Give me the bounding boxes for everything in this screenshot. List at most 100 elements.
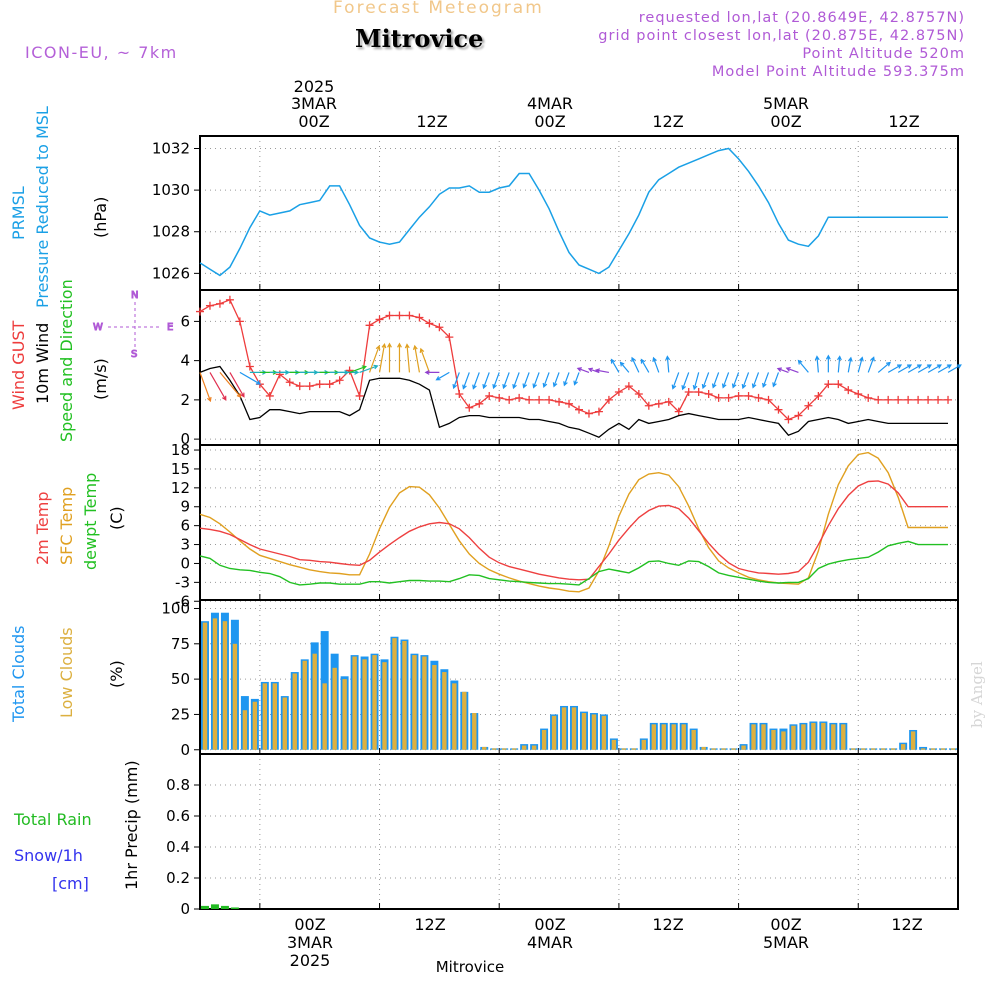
- low-cloud-bar: [482, 746, 487, 750]
- wind-direction-arrow: [482, 372, 490, 390]
- gust-marker: [475, 399, 484, 408]
- gust-marker: [724, 393, 733, 402]
- low-cloud-bar: [222, 621, 228, 750]
- wind-direction-arrow: [229, 372, 245, 398]
- dewpt-label: dewpt Temp: [81, 473, 100, 570]
- grid-point-coords: grid point closest lon,lat (20.875E, 42.…: [598, 28, 965, 44]
- gust-marker: [654, 399, 663, 408]
- y-tick-label: 75: [171, 635, 190, 653]
- wind-direction-label: Speed and Direction: [57, 279, 76, 442]
- gust-marker: [555, 397, 564, 406]
- low-cloud-bar: [641, 739, 647, 750]
- low-cloud-bar: [910, 731, 916, 750]
- y-tick-label: 4: [180, 352, 190, 370]
- low-cloud-bar: [831, 724, 836, 750]
- low-cloud-bar: [392, 638, 397, 750]
- low-cloud-bar: [472, 713, 477, 750]
- low-cloud-bar: [691, 729, 696, 750]
- low-cloud-bar: [711, 748, 716, 750]
- panel-3: 0 25 50 75 100: [161, 599, 959, 759]
- low-cloud-bar: [252, 701, 258, 750]
- top-hour-label: 00Z: [534, 112, 565, 131]
- cloud-panel-labels: Total Clouds Low Clouds (%): [9, 626, 126, 724]
- gust-marker: [644, 401, 653, 410]
- wind-direction-arrow: [640, 358, 650, 373]
- low-cloud-bar: [930, 748, 936, 750]
- wind-direction-arrow: [836, 355, 842, 373]
- wind-direction-arrow: [681, 372, 690, 391]
- wind-direction-arrow: [532, 372, 540, 389]
- low-cloud-bar: [312, 653, 317, 750]
- gust-marker: [604, 395, 613, 404]
- gust-label: Wind GUST: [9, 320, 28, 410]
- low-cloud-bar: [900, 744, 906, 750]
- compass-n: N: [131, 290, 138, 301]
- wind-direction-arrow: [825, 354, 831, 373]
- cloud-unit: (%): [107, 660, 126, 688]
- precip-ylabel: 1hr Precip (mm): [122, 760, 141, 890]
- wind-direction-arrow: [692, 372, 700, 391]
- y-tick-label: 0.2: [166, 869, 190, 887]
- wind-direction-arrow: [847, 356, 853, 373]
- y-tick-label: 100: [161, 599, 190, 617]
- gust-marker: [684, 388, 693, 397]
- wind-direction-arrow: [339, 369, 360, 375]
- wind-direction-arrow: [239, 371, 262, 385]
- wind-direction-arrow: [772, 372, 780, 388]
- wind-direction-arrow: [947, 364, 962, 373]
- wind-direction-arrow: [397, 342, 402, 373]
- wind-direction-arrow: [907, 364, 923, 373]
- bottom-date-label-1: 3MAR: [287, 933, 333, 952]
- panel-1: 0 2 4 6: [180, 289, 962, 448]
- chart-marks: 10261028103010320246-6-30369121518025507…: [152, 135, 962, 918]
- y-tick-label: 50: [171, 670, 190, 688]
- gust-marker: [375, 315, 384, 324]
- low-cloud-bar: [212, 618, 218, 750]
- wind-direction-arrow: [419, 347, 430, 373]
- low-cloud-bar: [282, 697, 287, 750]
- gust-marker: [235, 317, 244, 326]
- gust-marker: [225, 295, 234, 304]
- prmsl-label: PRMSL: [9, 186, 28, 240]
- y-tick-label: 18: [171, 441, 190, 459]
- wind-direction-arrow: [209, 372, 227, 401]
- wind-direction-arrow: [462, 372, 470, 390]
- temp-unit: (C): [107, 506, 126, 530]
- low-cloud-bar: [442, 672, 447, 750]
- top-date-label-1: 3MAR: [291, 94, 337, 113]
- low-cloud-bar: [492, 748, 497, 750]
- low-cloud-bar: [292, 673, 297, 750]
- gust-marker: [854, 389, 863, 398]
- wind-direction-arrow: [631, 356, 640, 373]
- low-cloud-bar: [841, 724, 846, 750]
- gust-marker: [295, 382, 304, 391]
- y-tick-label: -6: [175, 592, 190, 610]
- wind-direction-arrow: [665, 355, 671, 373]
- wind-direction-arrow: [573, 372, 580, 386]
- low-cloud-bar: [541, 729, 547, 750]
- gust-line: [199, 298, 948, 421]
- y-tick-label: 6: [180, 312, 190, 330]
- gust-marker: [196, 307, 204, 316]
- gust-marker: [215, 299, 224, 308]
- gust-marker: [744, 391, 753, 400]
- low-cloud-bar: [571, 707, 577, 750]
- low-cloud-bar: [272, 683, 277, 750]
- low-cloud-bar: [322, 683, 327, 750]
- gust-marker: [584, 409, 593, 418]
- low-cloud-bar: [721, 748, 726, 750]
- low-cloud-bar: [382, 662, 387, 750]
- gust-marker: [525, 395, 534, 404]
- y-tick-label: 1032: [152, 139, 190, 157]
- bottom-year-label: 2025: [290, 951, 331, 970]
- wind-direction-arrow: [387, 342, 392, 373]
- gust-marker: [545, 395, 554, 404]
- y-tick-label: 0: [180, 554, 190, 572]
- footer-location: Mitrovice: [436, 958, 505, 976]
- low-cloud-bar: [821, 722, 826, 750]
- gust-marker: [575, 405, 583, 414]
- bottom-date-label-2: 4MAR: [527, 933, 573, 952]
- low-cloud-bar: [801, 724, 806, 750]
- wind-direction-arrow: [927, 364, 942, 373]
